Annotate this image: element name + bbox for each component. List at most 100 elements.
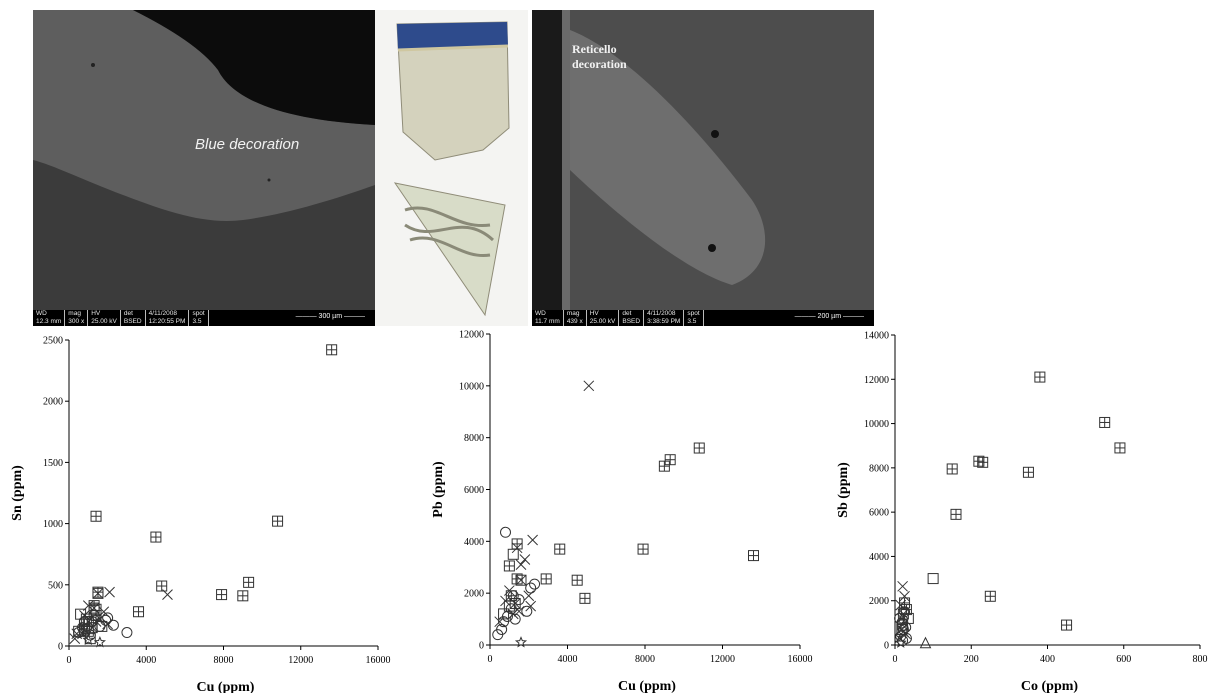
x-tick-label: 8000 bbox=[635, 654, 655, 665]
y-tick-label: 6000 bbox=[869, 508, 889, 519]
y-tick-label: 4000 bbox=[464, 537, 484, 548]
data-point-square bbox=[507, 548, 519, 560]
data-point-star bbox=[514, 636, 528, 648]
mag-cell: mag 300 x bbox=[64, 310, 89, 326]
data-point-boxplus bbox=[571, 574, 583, 586]
x-axis-label: Co (ppm) bbox=[1021, 679, 1079, 693]
x-tick-label: 4000 bbox=[558, 654, 578, 665]
x-tick-label: 16000 bbox=[366, 655, 391, 666]
y-tick-label: 12000 bbox=[459, 330, 484, 341]
date-cell: 4/11/2008 3:38:59 PM bbox=[643, 310, 685, 326]
data-point-boxplus bbox=[554, 543, 566, 555]
scatter-sb-vs-co: 0 200 400 600 800020004000600080001000012000… bbox=[836, 331, 1208, 693]
data-point-x bbox=[583, 380, 595, 392]
scale-bar-blue: ——— 300 µm ——— bbox=[295, 313, 365, 320]
y-tick-label: 4000 bbox=[869, 552, 889, 563]
data-point-x bbox=[515, 559, 527, 571]
data-point-boxplus bbox=[272, 515, 284, 527]
data-point-x bbox=[897, 619, 908, 631]
y-tick-label: 2000 bbox=[43, 397, 63, 408]
y-tick-label: 2000 bbox=[464, 589, 484, 600]
data-point-circle bbox=[529, 578, 541, 590]
data-point-boxplus bbox=[540, 573, 552, 585]
data-point-boxplus bbox=[899, 597, 911, 609]
glass-fragment-reticello-image bbox=[393, 182, 506, 317]
hv-cell: HV 25.00 kV bbox=[586, 310, 620, 326]
data-point-boxplus bbox=[984, 590, 996, 602]
sem-reticello-caption: Reticello decoration bbox=[572, 42, 627, 71]
x-tick-label: 16000 bbox=[788, 654, 813, 665]
data-point-circle bbox=[521, 605, 533, 617]
data-point-circle bbox=[513, 594, 525, 606]
data-point-x bbox=[511, 542, 523, 554]
data-point-x bbox=[69, 633, 81, 645]
sem-micrograph-blue: Blue decoration WD 12.3 mm mag 300 x HV 25.… bbox=[33, 10, 375, 326]
data-point-circle bbox=[107, 619, 119, 631]
data-point-boxplus bbox=[693, 442, 705, 454]
data-point-x bbox=[896, 613, 908, 624]
axes: 0 4000 8000 12000 16000 0 500 1000 1500 2000 2500 bbox=[43, 336, 391, 667]
y-tick-label: 2000 bbox=[869, 596, 889, 607]
data-point-star bbox=[894, 636, 907, 648]
data-point-boxplus bbox=[326, 344, 338, 356]
data-point-boxplus bbox=[1061, 619, 1073, 631]
data-point-circle bbox=[121, 627, 133, 639]
data-point-x bbox=[162, 589, 173, 600]
hv-cell: HV 25.00 kV bbox=[87, 310, 121, 326]
x-tick-label: 0 bbox=[67, 655, 72, 666]
data-point-boxplus bbox=[637, 543, 649, 555]
photo-blue-fragment bbox=[375, 10, 528, 165]
y-tick-label: 1000 bbox=[43, 519, 63, 530]
data-point-circle bbox=[897, 635, 909, 647]
x-tick-label: 0 bbox=[893, 654, 898, 665]
data-point-boxplus bbox=[237, 590, 249, 602]
data-point-boxplus bbox=[658, 460, 670, 472]
data-point-circle bbox=[88, 609, 100, 621]
data-point-x bbox=[82, 600, 94, 611]
data-point-boxplus bbox=[664, 454, 676, 466]
data-point-circle bbox=[84, 629, 96, 641]
y-tick-label: 6000 bbox=[464, 485, 484, 496]
sem-reticello-image bbox=[532, 10, 874, 310]
x-tick-label: 400 bbox=[1040, 654, 1055, 665]
data-point-star bbox=[93, 635, 106, 648]
data-point-boxplus bbox=[150, 531, 162, 543]
data-point-x bbox=[897, 580, 908, 592]
data-point-x bbox=[507, 608, 519, 620]
data-point-circle bbox=[501, 610, 513, 622]
data-point-circle bbox=[100, 614, 112, 626]
y-tick-label: 12000 bbox=[864, 375, 889, 386]
data-point-boxplus bbox=[243, 576, 255, 588]
wd-cell: WD 11.7 mm bbox=[532, 310, 564, 326]
scale-bar-reticello: ——— 200 µm ——— bbox=[794, 313, 864, 320]
sem-blue-info-bar: WD 12.3 mm mag 300 x HV 25.00 kV det BSED 4/… bbox=[33, 310, 375, 326]
data-points bbox=[492, 380, 759, 648]
sem-blue-image bbox=[33, 10, 375, 310]
data-point-boxplus bbox=[1114, 442, 1126, 454]
y-tick-label: 10000 bbox=[459, 381, 484, 392]
data-point-boxtimes bbox=[515, 574, 527, 586]
data-point-boxplus bbox=[946, 463, 958, 475]
data-point-x bbox=[104, 586, 115, 598]
y-axis-label: Sn (ppm) bbox=[10, 465, 25, 521]
data-point-x bbox=[527, 534, 538, 546]
sem-blue-caption: Blue decoration bbox=[195, 136, 300, 153]
data-point-circle bbox=[102, 612, 114, 624]
x-tick-label: 12000 bbox=[288, 655, 313, 666]
scatter-sn-vs-cu: 0 4000 8000 12000 16000 0 500 1000 1500 2000 2500 C… bbox=[10, 336, 391, 693]
x-tick-label: 0 bbox=[488, 654, 493, 665]
x-tick-label: 12000 bbox=[710, 654, 735, 665]
data-point-boxplus bbox=[90, 510, 102, 522]
x-axis-label: Cu (ppm) bbox=[618, 679, 676, 693]
data-point-boxplus bbox=[156, 580, 168, 592]
data-point-x bbox=[899, 590, 910, 602]
y-tick-label: 0 bbox=[58, 642, 63, 653]
data-point-circle bbox=[94, 620, 106, 632]
axes: 0 4000 8000 12000 16000 0 2000 4000 6000 8000 1000… bbox=[459, 330, 813, 665]
y-tick-label: 14000 bbox=[864, 331, 889, 342]
mag-cell: mag 439 x bbox=[563, 310, 587, 326]
data-point-circle bbox=[900, 621, 912, 633]
data-point-boxplus bbox=[900, 604, 912, 616]
data-point-x bbox=[504, 585, 515, 596]
data-point-x bbox=[519, 554, 531, 565]
